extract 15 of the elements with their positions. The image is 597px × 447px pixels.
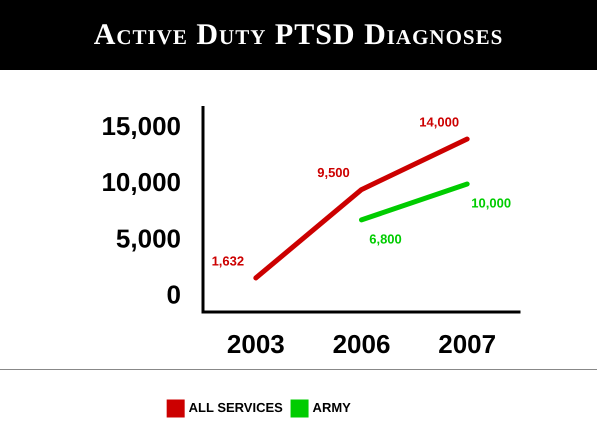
y-tick-label: 15,000 bbox=[101, 110, 181, 141]
x-tick-label: 2006 bbox=[332, 328, 390, 359]
x-tick-label: 2007 bbox=[438, 328, 496, 359]
y-tick-label: 10,000 bbox=[101, 167, 181, 198]
data-label: 14,000 bbox=[419, 114, 460, 130]
legend-label: ARMY bbox=[312, 400, 352, 416]
data-label: 9,500 bbox=[317, 165, 350, 180]
chart-title: Active Duty PTSD Diagnoses bbox=[0, 0, 597, 70]
data-label: 10,000 bbox=[471, 196, 512, 211]
data-label: 1,632 bbox=[212, 254, 244, 269]
y-tick-label: 0 bbox=[166, 279, 181, 310]
legend-label: ALL SERVICES bbox=[188, 400, 284, 416]
x-tick-label: 2003 bbox=[226, 328, 285, 359]
data-label: 6,800 bbox=[369, 231, 402, 246]
y-tick-label: 5,000 bbox=[116, 223, 181, 254]
